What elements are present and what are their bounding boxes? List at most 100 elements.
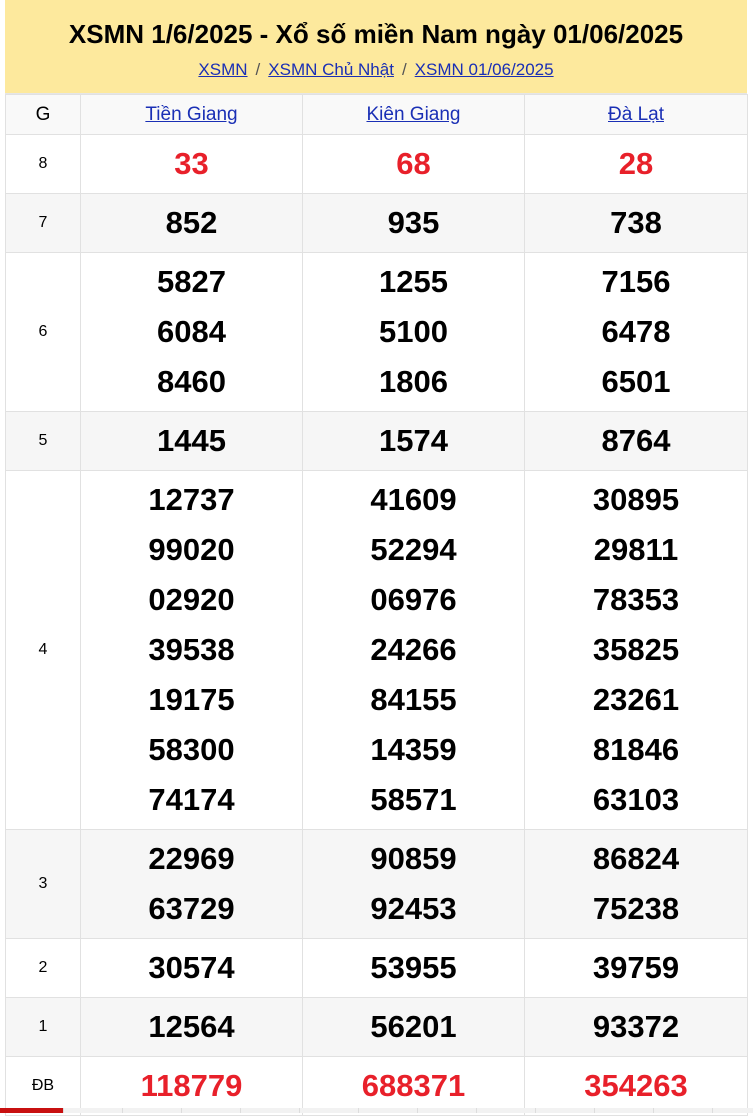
- result-cell: 354263: [524, 1056, 748, 1116]
- bottom-tabs: [0, 1108, 753, 1113]
- result-cell: 12564: [80, 997, 303, 1057]
- prize-row: ĐB 118779 688371 354263: [5, 1056, 748, 1116]
- result-cell: 738: [524, 193, 748, 253]
- result-number: 8460: [157, 364, 226, 399]
- result-cell: 56201: [302, 997, 525, 1057]
- result-number: 90859: [370, 841, 457, 876]
- tab[interactable]: [123, 1108, 182, 1113]
- result-number: 41609: [370, 482, 457, 517]
- result-number: 1445: [157, 423, 226, 458]
- result-cell: 86824 75238: [524, 829, 748, 939]
- prize-row: 2 30574 53955 39759: [5, 938, 748, 998]
- prize-row: 8 33 68 28: [5, 134, 748, 194]
- tab[interactable]: [654, 1108, 713, 1113]
- province-link-da-lat[interactable]: Đà Lạt: [608, 103, 664, 125]
- tab[interactable]: [182, 1108, 241, 1113]
- result-number: 6478: [601, 314, 671, 349]
- result-number: 93372: [592, 1009, 680, 1044]
- result-cell: 30574: [80, 938, 303, 998]
- prize-column-header: G: [5, 94, 81, 135]
- result-number: 12737: [148, 482, 235, 517]
- result-number: 1255: [379, 264, 448, 299]
- tab[interactable]: [418, 1108, 477, 1113]
- result-number: 1806: [379, 364, 448, 399]
- province-link-tien-giang[interactable]: Tiền Giang: [145, 103, 238, 125]
- result-cell: 7156 6478 6501: [524, 252, 748, 412]
- result-cell: 688371: [302, 1056, 525, 1116]
- result-cell: 852: [80, 193, 303, 253]
- result-number: 14359: [370, 732, 457, 767]
- result-number: 56201: [370, 1009, 457, 1044]
- prize-label: 4: [5, 470, 81, 830]
- result-cell: 30895 29811 78353 35825 23261 81846 63103: [524, 470, 748, 830]
- tab[interactable]: [359, 1108, 418, 1113]
- result-number: 6084: [157, 314, 226, 349]
- result-number: 1574: [379, 423, 448, 458]
- breadcrumb-date[interactable]: XSMN 01/06/2025: [414, 60, 554, 79]
- prize-row: 3 22969 63729 90859 92453 86824 75238: [5, 829, 748, 939]
- result-cell: 28: [524, 134, 748, 194]
- prize-label: 6: [5, 252, 81, 412]
- tab[interactable]: [477, 1108, 536, 1113]
- result-number: 99020: [148, 532, 235, 567]
- result-number: 5100: [379, 314, 448, 349]
- prize-row: 4 12737 99020 02920 39538 19175 58300 74174 4160…: [5, 470, 748, 830]
- breadcrumb-xsmn[interactable]: XSMN: [198, 60, 248, 79]
- result-number: 12564: [148, 1009, 235, 1044]
- prize-label: 2: [5, 938, 81, 998]
- result-number: 86824: [592, 841, 680, 876]
- prize-label: 3: [5, 829, 81, 939]
- tab[interactable]: [595, 1108, 654, 1113]
- prize-label: 1: [5, 997, 81, 1057]
- result-number: 52294: [370, 532, 457, 567]
- result-number: 33: [174, 146, 209, 181]
- result-number: 39538: [148, 632, 235, 667]
- result-number: 68: [396, 146, 431, 181]
- result-number: 19175: [148, 682, 235, 717]
- result-cell: 8764: [524, 411, 748, 471]
- result-cell: 5827 6084 8460: [80, 252, 303, 412]
- result-cell: 39759: [524, 938, 748, 998]
- breadcrumb-weekday[interactable]: XSMN Chủ Nhật: [268, 60, 394, 79]
- result-number: 7156: [601, 264, 671, 299]
- result-number: 63103: [592, 782, 680, 817]
- result-number: 28: [618, 146, 654, 181]
- result-cell: 33: [80, 134, 303, 194]
- prize-row: 7 852 935 738: [5, 193, 748, 253]
- result-number: 58571: [370, 782, 457, 817]
- result-cell: 68: [302, 134, 525, 194]
- result-number: 24266: [370, 632, 457, 667]
- result-cell: 90859 92453: [302, 829, 525, 939]
- result-number: 53955: [370, 950, 457, 985]
- result-number: 354263: [584, 1068, 688, 1103]
- result-number: 58300: [148, 732, 235, 767]
- breadcrumb: XSMN / XSMN Chủ Nhật / XSMN 01/06/2025: [198, 60, 554, 79]
- result-number: 29811: [593, 532, 679, 567]
- result-number: 5827: [157, 264, 226, 299]
- prize-label: 8: [5, 134, 81, 194]
- province-link-kien-giang[interactable]: Kiên Giang: [366, 103, 461, 125]
- result-cell: 12737 99020 02920 39538 19175 58300 74174: [80, 470, 303, 830]
- results-table: G Tiền Giang Kiên Giang Đà Lạt 8 33 68 28 7 8…: [5, 94, 748, 1116]
- result-number: 30574: [148, 950, 235, 985]
- tab[interactable]: [241, 1108, 300, 1113]
- tab[interactable]: [300, 1108, 359, 1113]
- result-number: 23261: [592, 682, 680, 717]
- result-number: 75238: [592, 891, 680, 926]
- result-cell: 53955: [302, 938, 525, 998]
- prize-row: 5 1445 1574 8764: [5, 411, 748, 471]
- tab[interactable]: [536, 1108, 595, 1113]
- result-number: 06976: [370, 582, 457, 617]
- tab[interactable]: [0, 1108, 64, 1113]
- tab[interactable]: [64, 1108, 123, 1113]
- result-number: 39759: [592, 950, 680, 985]
- result-number: 8764: [601, 423, 671, 458]
- result-cell: 1255 5100 1806: [302, 252, 525, 412]
- result-number: 118779: [140, 1068, 243, 1103]
- result-cell: 1574: [302, 411, 525, 471]
- result-number: 935: [387, 205, 440, 240]
- result-cell: 93372: [524, 997, 748, 1057]
- result-number: 92453: [370, 891, 457, 926]
- prize-row: 1 12564 56201 93372: [5, 997, 748, 1057]
- result-number: 74174: [148, 782, 235, 817]
